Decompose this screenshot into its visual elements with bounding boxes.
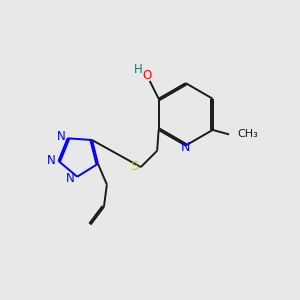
Text: N: N [47,154,56,167]
Text: N: N [66,172,75,185]
Text: N: N [57,130,65,143]
Text: S: S [130,160,138,173]
Text: O: O [142,69,152,82]
Text: CH₃: CH₃ [237,129,258,140]
Text: H: H [134,63,143,76]
Text: N: N [181,140,190,154]
